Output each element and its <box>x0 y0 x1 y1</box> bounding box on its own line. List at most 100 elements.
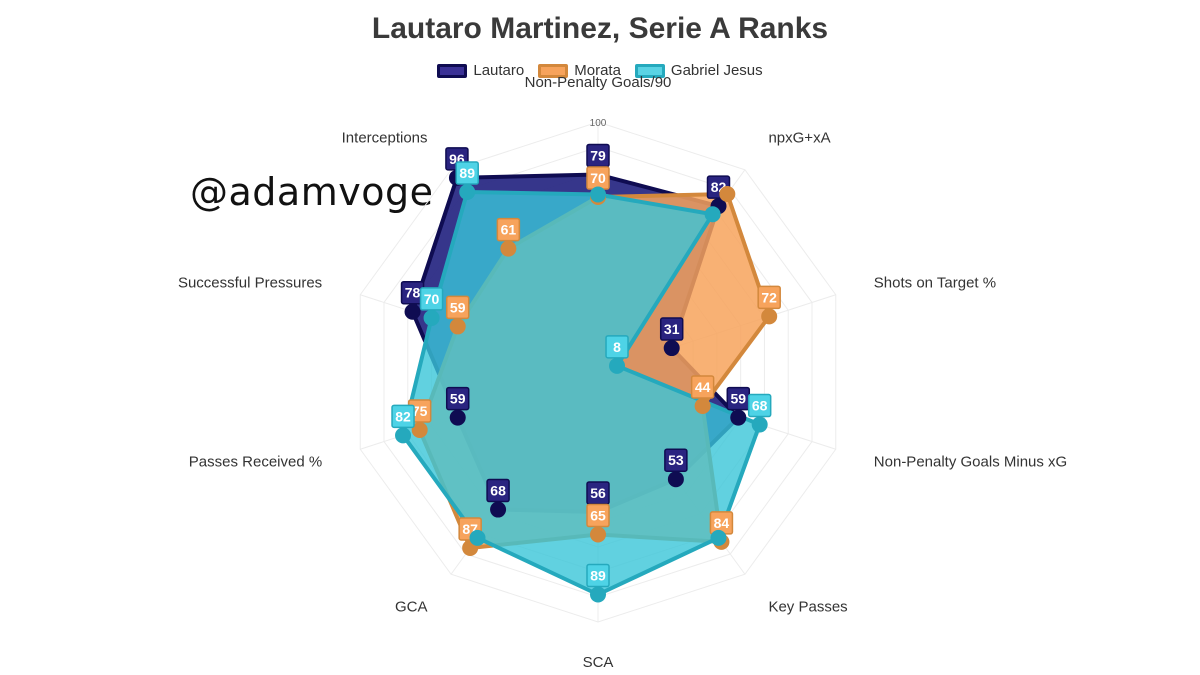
data-point <box>490 501 507 518</box>
data-point <box>411 421 428 438</box>
data-label-box <box>690 375 715 399</box>
data-point <box>469 529 486 546</box>
data-point <box>761 308 778 325</box>
axis-label: Shots on Target % <box>874 274 996 291</box>
data-point <box>730 409 747 426</box>
data-point <box>404 303 421 320</box>
legend-swatch-gabriel-jesus <box>634 63 665 78</box>
axis-label: npxG+xA <box>768 129 830 146</box>
data-label: 56 <box>586 481 610 505</box>
legend-swatch-lautaro <box>437 63 468 78</box>
data-label-text: 68 <box>490 483 506 499</box>
data-label-box <box>445 295 470 320</box>
data-label-text: 75 <box>412 403 428 419</box>
data-label-text: 70 <box>424 291 440 307</box>
legend-label-morata: Morata <box>574 62 621 79</box>
data-label-box <box>419 287 444 311</box>
data-label: 68 <box>747 393 772 418</box>
axis-label: Non-Penalty Goals/90 <box>525 74 672 91</box>
data-label-text: 82 <box>395 408 411 424</box>
data-point <box>667 471 684 488</box>
data-label-text: 70 <box>590 170 606 186</box>
data-point <box>694 397 711 414</box>
data-label-text: 89 <box>459 165 475 181</box>
data-label-text: 53 <box>668 452 684 468</box>
data-label-text: 59 <box>730 391 746 407</box>
data-label-text: 65 <box>590 508 606 524</box>
data-label-box <box>496 217 521 242</box>
data-point <box>704 206 721 223</box>
legend-item-lautaro[interactable]: Lautaro <box>437 62 524 79</box>
legend-item-morata[interactable]: Morata <box>538 62 621 79</box>
data-label-box <box>445 386 470 411</box>
data-label-text: 78 <box>405 285 421 301</box>
data-point <box>590 586 606 603</box>
data-point <box>663 340 680 357</box>
axis-label: Successful Pressures <box>178 274 322 291</box>
axis-label: Passes Received % <box>189 454 322 471</box>
data-label: 82 <box>391 404 415 429</box>
data-label: 8 <box>605 335 629 359</box>
data-label: 78 <box>400 280 425 305</box>
data-label: 70 <box>586 166 610 190</box>
data-label: 31 <box>659 317 684 341</box>
data-label-box <box>586 563 610 588</box>
data-label-text: 79 <box>590 148 606 164</box>
data-point <box>449 409 466 426</box>
data-label-box <box>455 161 479 185</box>
chart-title: Lautaro Martinez, Serie A Ranks <box>371 12 829 45</box>
data-label: 65 <box>586 503 610 528</box>
data-point <box>459 183 476 200</box>
data-label-text: 89 <box>590 568 606 584</box>
legend-label-gabriel-jesus: Gabriel Jesus <box>670 62 763 79</box>
axis-label: Key Passes <box>768 599 847 616</box>
data-label-text: 59 <box>450 391 466 407</box>
data-label: 79 <box>586 143 610 168</box>
data-point <box>590 186 606 203</box>
data-point <box>590 526 606 543</box>
data-label: 61 <box>496 217 521 242</box>
data-label-text: 61 <box>501 222 517 238</box>
legend-item-gabriel-jesus[interactable]: Gabriel Jesus <box>634 62 763 79</box>
data-label-text: 44 <box>695 379 711 395</box>
legend-label-lautaro: Lautaro <box>473 62 525 79</box>
data-point <box>395 427 412 444</box>
data-label: 68 <box>486 478 510 503</box>
axis-label: Interceptions <box>342 129 428 146</box>
data-label: 59 <box>445 295 470 320</box>
data-point <box>449 318 466 335</box>
data-label: 72 <box>757 285 781 310</box>
data-label: 89 <box>586 563 610 588</box>
data-label-text: 31 <box>664 321 680 337</box>
data-point <box>751 416 768 433</box>
axis-label: SCA <box>583 654 614 671</box>
data-point <box>609 357 626 374</box>
data-label-box <box>659 317 684 341</box>
data-label: 70 <box>419 287 444 311</box>
data-label: 89 <box>455 161 479 185</box>
data-label-text: 72 <box>761 289 777 305</box>
data-label-text: 84 <box>714 515 730 531</box>
data-point <box>710 529 727 546</box>
data-label-box <box>586 503 610 528</box>
data-point <box>719 186 736 203</box>
data-label-box <box>486 478 510 503</box>
data-label-box <box>391 404 415 429</box>
data-label: 59 <box>445 386 470 411</box>
data-label-text: 68 <box>752 398 768 414</box>
watermark: @adamvoge <box>190 170 434 214</box>
legend-swatch-morata <box>538 63 569 78</box>
data-label-box <box>747 393 772 418</box>
data-label-box <box>605 335 629 359</box>
axis-label: Non-Penalty Goals Minus xG <box>874 454 1067 471</box>
data-label: 44 <box>690 375 715 399</box>
data-label: 84 <box>709 511 734 535</box>
data-label: 53 <box>664 448 688 472</box>
data-label-box <box>664 448 688 472</box>
data-point <box>500 240 517 257</box>
legend: Lautaro Morata Gabriel Jesus <box>0 62 1200 79</box>
data-label-text: 59 <box>450 299 466 315</box>
radial-tick-label: 100 <box>590 118 607 129</box>
axis-label: GCA <box>395 599 428 616</box>
